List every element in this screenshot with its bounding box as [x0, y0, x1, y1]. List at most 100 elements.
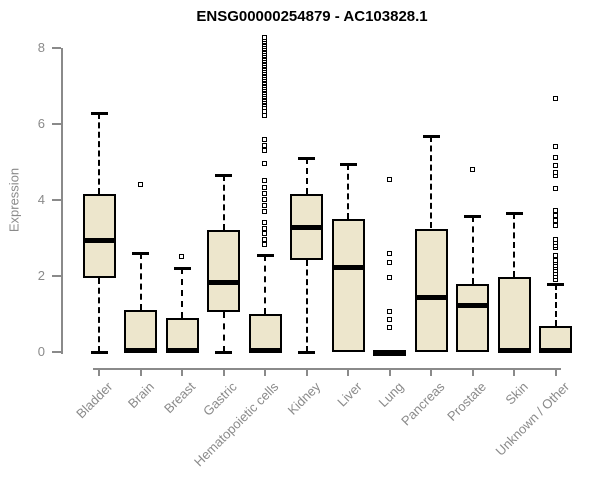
x-tick-label: Liver	[334, 379, 365, 410]
outlier-point	[262, 197, 267, 202]
median-line	[248, 348, 282, 354]
x-tick-label: Bladder	[73, 379, 116, 422]
whisker-upper	[347, 163, 349, 219]
box-bladder	[82, 194, 116, 278]
outlier-point	[262, 147, 267, 153]
x-tick	[388, 368, 391, 376]
whisker-cap	[547, 283, 564, 287]
outlier-point	[552, 213, 558, 219]
whisker-cap	[215, 174, 232, 178]
median-line	[414, 294, 448, 300]
outlier-point	[552, 208, 558, 214]
x-tick-label: Kidney	[284, 379, 324, 418]
whisker-upper	[513, 213, 515, 277]
outlier-point	[552, 169, 558, 175]
x-tick-label: Gastric	[200, 379, 241, 419]
median-line	[331, 264, 365, 270]
outlier-point	[552, 252, 558, 258]
outlier-point	[552, 96, 558, 102]
outlier-point	[386, 309, 392, 315]
outlier-point	[552, 218, 558, 224]
outlier-point	[386, 325, 392, 331]
y-tick	[52, 199, 61, 201]
x-tick	[222, 368, 225, 376]
outlier-point	[552, 236, 558, 242]
whisker-lower	[222, 312, 225, 352]
y-tick-label: 0	[37, 344, 45, 359]
whisker-cap	[173, 267, 191, 271]
whisker-upper	[139, 253, 142, 311]
outlier-point	[262, 143, 267, 149]
x-tick	[554, 368, 557, 376]
whisker-cap	[298, 157, 315, 161]
y-tick-label: 6	[37, 116, 45, 131]
whisker-upper	[471, 215, 474, 285]
whisker-cap	[339, 162, 357, 166]
y-tick	[52, 123, 61, 125]
median-line	[497, 348, 531, 354]
box-skin	[497, 276, 531, 352]
whisker-cap	[90, 351, 108, 354]
outlier-point	[386, 250, 392, 256]
whisker-cap	[215, 351, 232, 354]
outlier-point	[552, 223, 558, 229]
outlier-point	[262, 225, 267, 231]
whisker-upper	[264, 255, 266, 314]
outlier-point	[552, 143, 558, 149]
outlier-point	[262, 209, 267, 215]
x-tick	[471, 368, 474, 376]
outlier-point	[262, 241, 267, 247]
outlier-point	[262, 160, 267, 166]
whisker-upper	[181, 268, 183, 318]
x-tick-label: Prostate	[444, 379, 490, 424]
whisker-lower	[305, 260, 308, 352]
chart-title: ENSG00000254879 - AC103828.1	[196, 8, 428, 25]
box-pancreas	[414, 228, 448, 352]
outlier-point	[262, 178, 267, 183]
whisker-cap	[298, 351, 315, 354]
outlier-point	[386, 317, 392, 323]
x-tick	[347, 368, 349, 376]
x-tick-label: Breast	[161, 379, 199, 417]
x-tick-label: Brain	[125, 379, 158, 412]
outlier-point	[262, 35, 267, 41]
whisker-cap	[90, 111, 108, 115]
outlier-point	[262, 236, 267, 242]
outlier-point	[552, 185, 558, 191]
whisker-upper	[430, 136, 432, 229]
x-tick	[264, 368, 266, 376]
whisker-upper	[305, 158, 308, 195]
whisker-upper	[222, 175, 225, 231]
outlier-point	[386, 260, 392, 266]
box-brain	[124, 310, 157, 352]
outlier-point	[179, 254, 184, 259]
y-tick	[52, 275, 61, 277]
outlier-point	[137, 181, 143, 187]
median-line	[539, 348, 572, 354]
outlier-point	[262, 203, 267, 209]
y-axis-line	[61, 48, 63, 354]
box-prostate	[456, 284, 489, 352]
median-line	[82, 237, 116, 243]
outlier-point	[262, 190, 267, 196]
y-tick	[52, 351, 61, 353]
y-tick	[52, 47, 61, 49]
median-line	[165, 348, 199, 354]
whisker-upper	[554, 284, 557, 327]
x-tick	[181, 368, 183, 376]
median-line	[124, 348, 157, 354]
x-tick-label: Skin	[502, 379, 531, 408]
outlier-point	[262, 220, 267, 226]
x-tick	[305, 368, 308, 376]
whisker-cap	[256, 254, 274, 258]
x-axis-line	[93, 368, 561, 370]
outlier-point	[262, 231, 267, 237]
x-tick	[139, 368, 142, 376]
x-tick	[513, 368, 515, 376]
whisker-cap	[464, 214, 481, 218]
y-tick-label: 8	[37, 40, 45, 55]
median-line	[456, 302, 489, 308]
box-liver	[331, 219, 365, 352]
